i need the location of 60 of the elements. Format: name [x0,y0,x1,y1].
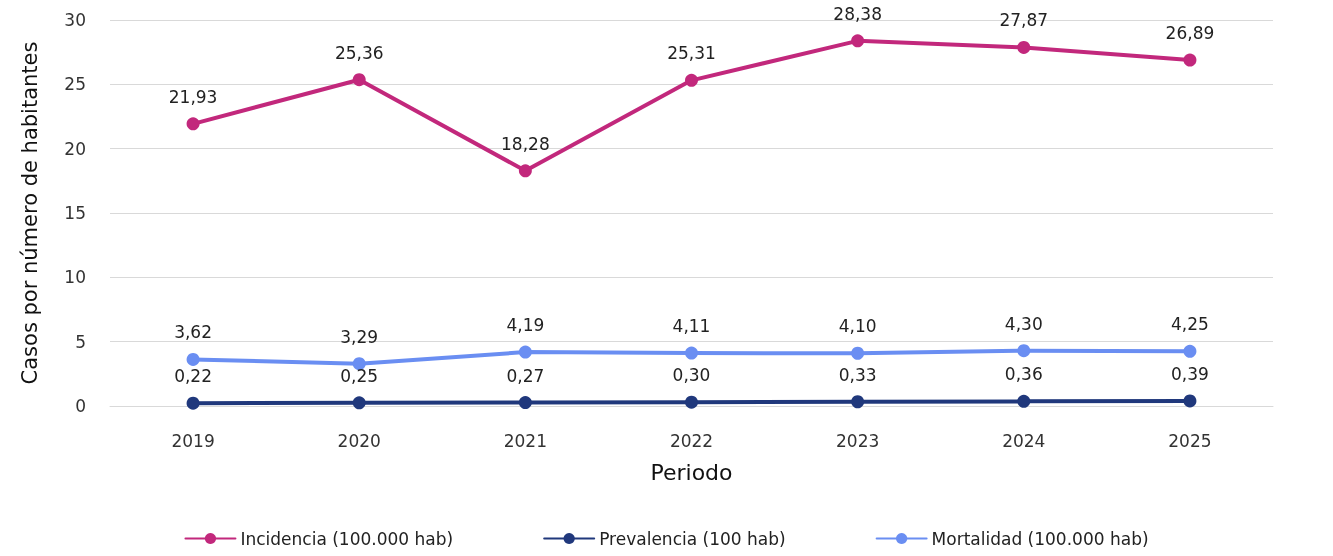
y-tick-label: 0 [75,396,86,416]
x-tick-label: 2024 [1002,430,1046,451]
x-tick-label: 2019 [171,430,215,451]
y-tick-label: 20 [64,138,86,159]
point [685,346,698,360]
data-label: 0,33 [838,364,877,385]
data-label: 0,39 [1171,363,1209,384]
data-label: 0,22 [174,366,212,387]
point [518,345,532,359]
y-tick-label: 10 [64,267,86,288]
point [1183,394,1197,408]
point [851,34,865,48]
data-label: 26,89 [1165,23,1215,44]
point [685,73,698,87]
legend-label: Incidencia (100.000 hab) [240,528,454,549]
data-label: 27,87 [999,10,1049,31]
data-label: 21,93 [168,86,218,107]
y-tick-label: 5 [75,331,86,352]
point [518,164,532,178]
data-label: 3,29 [340,326,379,347]
point [186,396,200,410]
point [352,396,366,410]
data-label: 25,31 [667,43,716,64]
point [1017,394,1031,408]
y-tick-label: 15 [64,203,86,223]
x-tick-label: 2022 [669,430,714,451]
x-tick-label: 2025 [1168,430,1212,451]
data-label: 4,11 [672,316,711,337]
point [186,117,200,131]
point [1183,53,1197,67]
x-tick-label: 2023 [836,430,880,451]
data-label: 0,36 [1004,364,1043,385]
legend-label: Mortalidad (100.000 hab) [931,528,1149,549]
point [186,352,200,366]
data-label: 4,30 [1004,313,1043,334]
x-axis-title: Periodo [650,459,733,485]
point [851,395,865,409]
y-tick-label: 25 [64,74,86,95]
data-label: 4,19 [506,315,545,336]
x-tick-label: 2021 [503,430,547,451]
data-label: 0,27 [506,365,545,386]
data-label: 18,28 [501,133,550,154]
data-label: 0,30 [672,365,711,386]
point [1183,344,1197,358]
point [1017,40,1031,54]
data-label: 3,62 [174,322,212,343]
data-label: 25,36 [334,42,384,63]
data-label: 28,38 [833,3,882,24]
point [685,395,698,409]
y-tick-label: 30 [64,10,86,30]
data-label: 0,25 [340,365,379,386]
point [352,73,366,87]
y-axis-title: Casos por número de habitantes [17,41,42,385]
data-label: 4,10 [838,316,877,337]
legend-label: Prevalencia (100 hab) [599,528,786,549]
x-tick-label: 2020 [337,430,381,451]
point [518,396,532,410]
point [1017,344,1031,358]
data-label: 4,25 [1171,314,1209,335]
point [851,346,865,360]
